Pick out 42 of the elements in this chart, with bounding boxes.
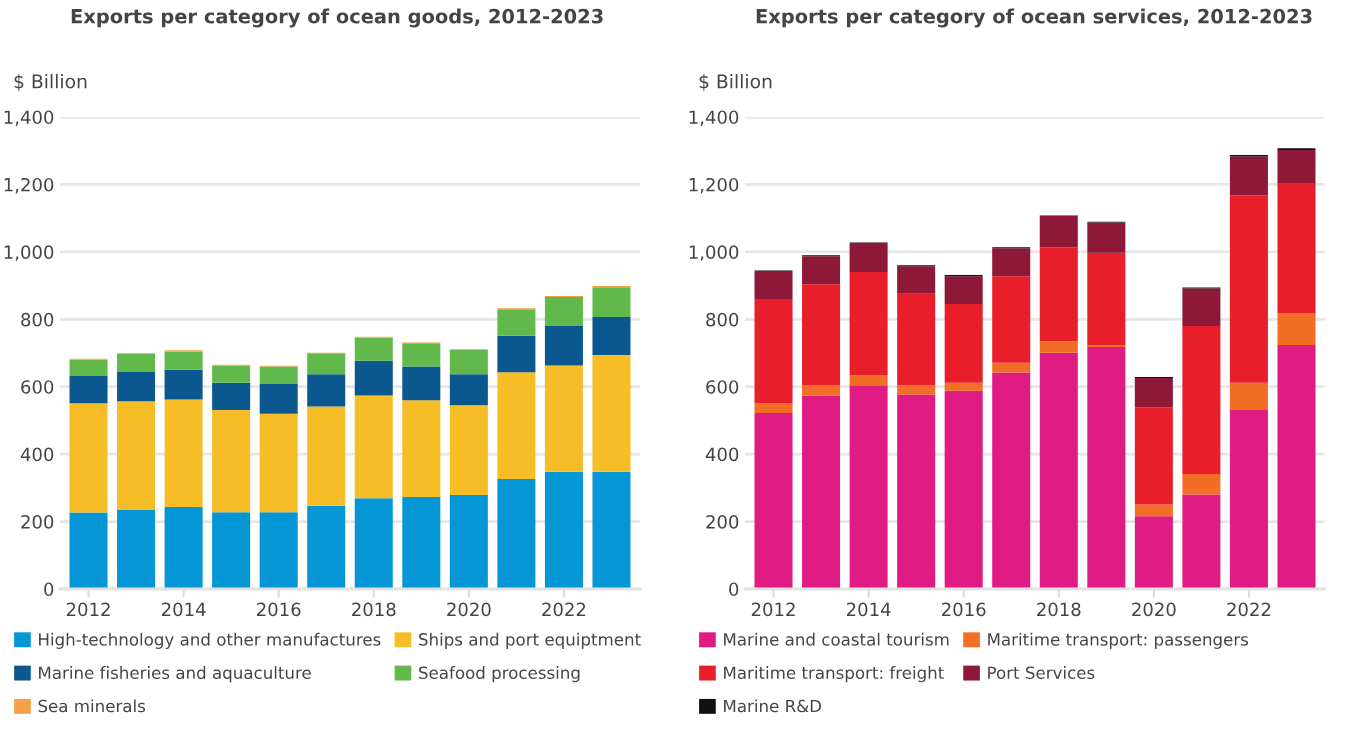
y-tick-label: 400 bbox=[705, 447, 739, 462]
chart-title: Exports per category of ocean services, 2012-2023 bbox=[756, 8, 1312, 28]
x-tick-label: 2018 bbox=[1037, 602, 1081, 617]
legend-label: Marine and coastal tourism bbox=[724, 632, 949, 646]
y-tick-label: 1,200 bbox=[689, 177, 739, 194]
y-tick-label: 1,400 bbox=[689, 110, 739, 126]
y-tick-label: 400 bbox=[20, 447, 54, 462]
y-axis-title: $ Billion bbox=[699, 73, 772, 91]
x-tick-label: 2012 bbox=[751, 602, 795, 617]
legend-label: Maritime transport: freight bbox=[724, 666, 944, 683]
x-tick-label: 2016 bbox=[257, 602, 301, 617]
x-tick-label: 2018 bbox=[352, 602, 396, 617]
x-tick-label: 2022 bbox=[1227, 602, 1271, 617]
legend-label: Sea minerals bbox=[38, 699, 146, 713]
x-tick-label: 2016 bbox=[942, 602, 986, 617]
y-tick-label: 1,400 bbox=[4, 110, 54, 126]
y-tick-label: 200 bbox=[21, 515, 54, 529]
y-tick-label: 800 bbox=[21, 312, 54, 327]
y-tick-label: 200 bbox=[706, 515, 739, 529]
y-axis-title: $ Billion bbox=[14, 73, 87, 91]
legend-label: High-technology and other manufactures bbox=[39, 632, 381, 649]
y-tick-label: 0 bbox=[44, 582, 54, 597]
x-tick-label: 2020 bbox=[447, 602, 491, 617]
legend-label: Seafood processing bbox=[419, 666, 580, 683]
x-tick-label: 2022 bbox=[542, 602, 586, 617]
legend-label: Ships and port equiptment bbox=[419, 632, 641, 649]
x-tick-label: 2014 bbox=[846, 602, 891, 617]
y-tick-label: 600 bbox=[21, 380, 54, 394]
legend-label: Marine fisheries and aquaculture bbox=[39, 666, 311, 683]
y-tick-label: 1,000 bbox=[689, 245, 739, 261]
chart-title: Exports per category of ocean goods, 2012-2023 bbox=[71, 8, 603, 28]
x-tick-label: 2012 bbox=[66, 602, 110, 617]
y-tick-label: 1,200 bbox=[4, 177, 54, 194]
x-tick-label: 2020 bbox=[1132, 602, 1176, 617]
legend-label: Maritime transport: passengers bbox=[988, 632, 1249, 649]
legend-label: Port Services bbox=[988, 666, 1095, 680]
y-tick-label: 600 bbox=[706, 380, 739, 394]
y-tick-label: 0 bbox=[729, 582, 739, 597]
x-tick-label: 2014 bbox=[161, 602, 206, 617]
legend-label: Marine R&D bbox=[724, 699, 822, 713]
y-tick-label: 800 bbox=[706, 312, 739, 327]
y-tick-label: 1,000 bbox=[4, 245, 54, 261]
